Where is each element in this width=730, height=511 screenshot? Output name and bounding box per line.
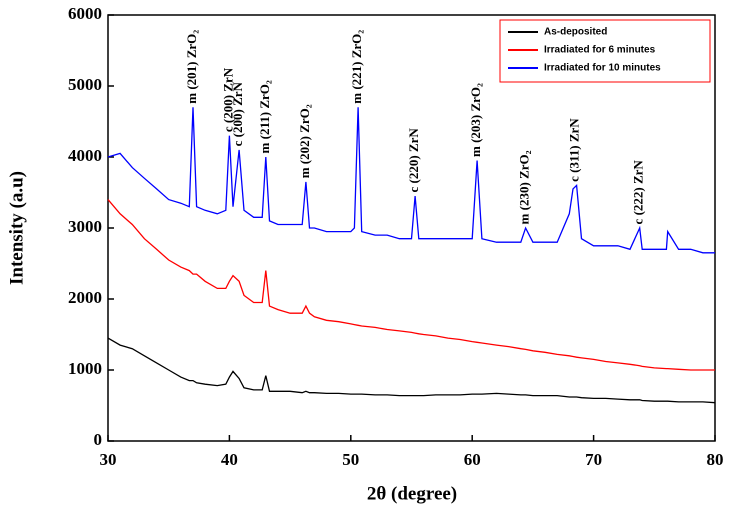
peak-annotation: m (211) ZrO₂ <box>257 80 272 153</box>
x-tick-label: 80 <box>707 450 724 469</box>
x-tick-label: 30 <box>100 450 117 469</box>
peak-annotation: m (201) ZrO₂ <box>184 30 199 104</box>
x-tick-label: 70 <box>585 450 602 469</box>
y-tick-label: 1000 <box>68 359 102 378</box>
x-axis-label: 2θ (degree) <box>367 483 457 504</box>
y-tick-label: 3000 <box>68 217 102 236</box>
legend-label: Irradiated for 6 minutes <box>544 45 656 56</box>
peak-annotation: m (221) ZrO₂ <box>349 30 364 104</box>
y-tick-label: 4000 <box>68 146 102 165</box>
x-tick-label: 50 <box>342 450 359 469</box>
y-axis-label: Intensity (a.u) <box>6 171 27 285</box>
legend-label: Irradiated for 10 minutes <box>544 63 661 74</box>
y-tick-label: 0 <box>94 430 103 449</box>
series-line <box>107 199 715 371</box>
legend-label: As-deposited <box>544 27 607 38</box>
peak-annotation: c (311) ZrN <box>566 118 581 182</box>
peak-annotation: c (222) ZrN <box>631 160 646 225</box>
x-tick-label: 40 <box>221 450 238 469</box>
y-tick-label: 5000 <box>68 75 102 94</box>
peak-annotation: c (220) ZrN <box>406 128 421 193</box>
peak-annotation: m (202) ZrO₂ <box>297 104 312 178</box>
peak-annotation: m (230) ZrO₂ <box>517 150 532 224</box>
series-line <box>107 337 716 404</box>
peak-annotation: c (200) ZrN <box>220 67 235 132</box>
peak-annotation: c (200) ZrN <box>230 81 245 146</box>
series-line <box>107 107 715 254</box>
y-tick-label: 2000 <box>68 288 102 307</box>
x-tick-label: 60 <box>464 450 481 469</box>
y-tick-label: 6000 <box>68 4 102 23</box>
peak-annotation: m (203) ZrO₂ <box>468 83 483 157</box>
